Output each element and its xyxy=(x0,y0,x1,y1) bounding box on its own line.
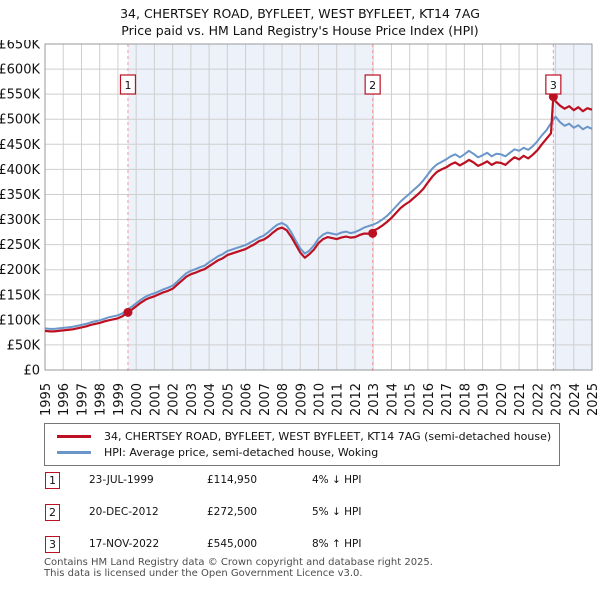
x-tick-label: 2002 xyxy=(167,383,182,416)
x-tick-label: 2017 xyxy=(440,383,455,416)
x-tick-label: 2006 xyxy=(240,383,255,416)
x-tick-label: 1995 xyxy=(39,383,54,416)
price-paid-line-swatch xyxy=(57,434,91,438)
hpi-line xyxy=(44,115,593,330)
sale-row-3: 3 17-NOV-2022 £545,000 8% ↑ HPI xyxy=(45,535,565,553)
chart-title: 34, CHERTSEY ROAD, BYFLEET, WEST BYFLEET… xyxy=(120,6,480,21)
sale-badge-3: 3 xyxy=(45,535,60,553)
footer: Contains HM Land Registry data © Crown c… xyxy=(44,557,594,579)
sale-flag-number-1: 1 xyxy=(124,79,131,92)
sale-date-2: 20-DEC-2012 xyxy=(89,506,159,518)
x-tick-label: 2024 xyxy=(568,383,583,416)
sale-point-2 xyxy=(368,228,378,238)
x-tick-label: 2014 xyxy=(385,383,400,416)
y-tick-label: £350K xyxy=(0,188,40,203)
x-tick-label: 2000 xyxy=(130,383,145,416)
sale-flag-1 xyxy=(119,74,137,95)
shaded-region xyxy=(553,44,592,370)
sale-flag-number-2: 2 xyxy=(369,79,376,92)
y-tick-label: £150K xyxy=(0,288,40,303)
y-tick-label: £50K xyxy=(7,338,41,353)
x-tick-label: 2025 xyxy=(586,383,600,416)
x-tick-label: 2004 xyxy=(203,383,218,416)
sale-vs-hpi-2: 5% ↓ HPI xyxy=(312,506,362,518)
sale-flag-2 xyxy=(364,74,381,95)
y-tick-label: £250K xyxy=(0,238,40,253)
sale-badge-1: 1 xyxy=(45,471,60,489)
plot-border xyxy=(44,43,593,371)
y-tick-label: £300K xyxy=(0,213,40,228)
legend-item-price-paid: 34, CHERTSEY ROAD, BYFLEET, WEST BYFLEET… xyxy=(45,428,559,444)
x-tick-label: 2001 xyxy=(148,383,163,416)
y-tick-label: £100K xyxy=(0,313,40,328)
price-chart: 1 2 3 £0 £50K £100K £150K £200K £250K £300K £350K £… xyxy=(0,40,600,416)
sale-date-3: 17-NOV-2022 xyxy=(89,538,160,550)
footer-licence: This data is licensed under the Open Gov… xyxy=(44,568,363,579)
x-tick-label: 2021 xyxy=(513,383,528,416)
y-tick-label: £550K xyxy=(0,88,40,103)
x-tick-label: 2003 xyxy=(185,383,200,416)
x-tick-label: 1998 xyxy=(94,383,109,416)
x-tick-label: 2012 xyxy=(349,383,364,416)
x-tick-label: 2023 xyxy=(550,383,565,416)
x-tick-label: 2016 xyxy=(422,383,437,416)
x-tick-label: 2009 xyxy=(294,383,309,416)
sale-row-1: 1 23-JUL-1999 £114,950 4% ↓ HPI xyxy=(45,471,565,489)
y-tick-label: £450K xyxy=(0,138,40,153)
sale-price-1: £114,950 xyxy=(207,474,258,486)
sale-date-1: 23-JUL-1999 xyxy=(89,474,154,486)
hpi-line-swatch xyxy=(57,450,91,454)
sale-vs-hpi-1: 4% ↓ HPI xyxy=(312,474,362,486)
sale-vs-hpi-3: 8% ↑ HPI xyxy=(312,538,362,550)
x-tick-label: 1996 xyxy=(57,383,72,416)
x-tick-label: 1999 xyxy=(112,383,127,416)
sale-price-2: £272,500 xyxy=(207,506,258,518)
x-tick-label: 2022 xyxy=(531,383,546,416)
legend: 34, CHERTSEY ROAD, BYFLEET, WEST BYFLEET… xyxy=(44,423,560,466)
y-tick-label: £650K xyxy=(0,40,40,53)
hpi-legend-label: HPI: Average price, semi-detached house,… xyxy=(104,445,379,459)
price-paid-line xyxy=(44,95,593,333)
x-tick-label: 2015 xyxy=(404,383,419,416)
sale-row-2: 2 20-DEC-2012 £272,500 5% ↓ HPI xyxy=(45,503,565,521)
price-paid-legend-label: 34, CHERTSEY ROAD, BYFLEET, WEST BYFLEET… xyxy=(104,429,552,443)
sale-badge-2: 2 xyxy=(45,503,60,521)
sale-flag-number-3: 3 xyxy=(550,79,557,92)
y-tick-label: £200K xyxy=(0,263,40,278)
y-tick-label: £0 xyxy=(23,364,40,379)
y-tick-label: £500K xyxy=(0,113,40,128)
x-tick-label: 2020 xyxy=(495,383,510,416)
x-tick-label: 2007 xyxy=(258,383,273,416)
sale-point-1 xyxy=(123,307,133,317)
shaded-region xyxy=(127,44,373,370)
x-tick-label: 1997 xyxy=(75,383,90,416)
legend-item-hpi: HPI: Average price, semi-detached house,… xyxy=(45,444,559,460)
sale-flag-3 xyxy=(545,74,562,95)
footer-copyright: Contains HM Land Registry data © Crown c… xyxy=(44,557,433,568)
sale-price-3: £545,000 xyxy=(207,538,258,550)
x-tick-label: 2010 xyxy=(313,383,328,416)
x-tick-label: 2005 xyxy=(221,383,236,416)
title-block: 34, CHERTSEY ROAD, BYFLEET, WEST BYFLEET… xyxy=(0,5,600,39)
y-tick-label: £400K xyxy=(0,163,40,178)
x-tick-label: 2018 xyxy=(458,383,473,416)
x-tick-label: 2013 xyxy=(367,383,382,416)
y-tick-label: £600K xyxy=(0,63,40,78)
chart-subtitle: Price paid vs. HM Land Registry's House … xyxy=(121,23,479,38)
x-tick-label: 2011 xyxy=(331,383,346,416)
x-tick-label: 2019 xyxy=(477,383,492,416)
x-tick-label: 2008 xyxy=(276,383,291,416)
